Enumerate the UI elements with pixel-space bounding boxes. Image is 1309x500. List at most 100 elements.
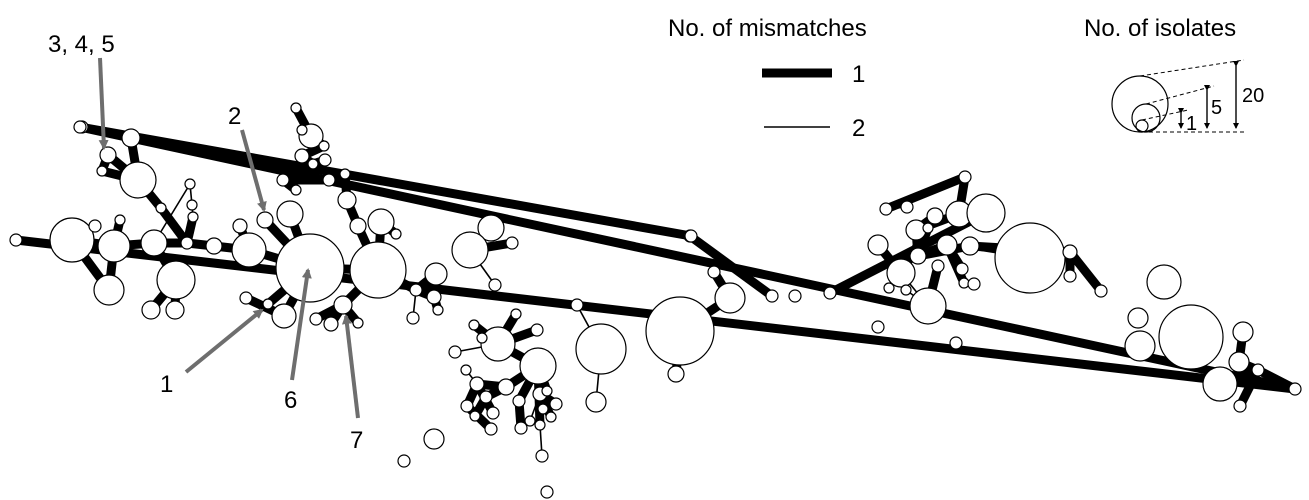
callout-label-1: 1 [160,371,173,398]
genotype-node [955,262,969,276]
genotype-node [97,229,131,263]
genotype-node [114,214,126,226]
genotype-node [541,385,553,397]
genotype-node [549,397,563,411]
genotype-node [545,411,557,423]
callout-arrow-2 [240,129,267,212]
genotype-node [1063,269,1077,283]
genotype-node [519,347,557,385]
genotype-node [232,218,248,234]
genotype-node [290,102,302,114]
genotype-node [479,390,493,404]
genotype-node [488,278,502,292]
genotype-node [333,295,353,315]
genotype-node [187,211,199,223]
genotype-node [909,287,947,325]
genotype-node [534,419,546,431]
edge-thick [1066,249,1105,294]
genotype-node [349,241,407,299]
genotype-node [886,258,916,288]
callout-arrow-7 [341,314,360,419]
edge-thick [884,172,967,214]
genotype-node [96,165,108,177]
genotype-node [960,236,980,256]
isolates-legend-dash-low [1141,109,1189,121]
genotype-node [714,282,746,314]
genotype-node [909,247,927,265]
genotype-node [119,161,157,199]
genotype-node [667,365,685,383]
genotype-node [337,190,357,210]
genotype-node [871,320,885,334]
genotype-node [1288,382,1302,396]
genotype-node [73,120,87,134]
genotype-node [409,283,423,297]
genotype-node [540,485,554,499]
genotype-node [231,232,267,268]
isolates-legend-label-5: 5 [1211,97,1222,119]
genotype-node [1158,304,1224,370]
genotype-node [469,410,481,422]
genotype-node [339,168,351,180]
genotype-node [1233,399,1247,413]
genotype-node [788,289,802,303]
genotype-node [1251,363,1265,377]
genotype-node [390,228,402,240]
genotype-node [165,300,185,320]
genotype-node [349,217,367,235]
genotype-node [879,202,893,216]
genotype-node [765,289,779,303]
genotype-node [276,173,290,187]
isolates-legend-title: No. of isolates [1084,15,1236,42]
genotype-node [823,286,837,300]
genotype-node [684,229,698,243]
genotype-node [88,219,102,233]
genotype-node [480,326,516,362]
genotype-node [967,277,981,291]
genotype-node [505,236,519,250]
genotype-node [707,265,721,279]
mismatch-legend-label-2: 2 [852,115,865,142]
genotype-node [460,399,474,413]
genotype-node [1124,330,1156,362]
genotype-node [406,311,420,325]
isolates-legend: No. of isolates 20 5 1 [1084,15,1264,135]
genotype-node [1232,321,1254,343]
genotype-node [585,391,607,413]
genotype-node [497,378,515,396]
genotype-node [1127,307,1149,329]
genotype-node [323,316,339,332]
isolates-legend-dash-mid [1145,85,1215,105]
genotype-node [1228,351,1250,373]
genotype-node [575,323,627,375]
genotype-node [262,298,274,310]
genotype-node [156,260,196,300]
genotype-node [958,170,972,184]
genotype-node [510,308,522,320]
genotype-node [484,422,498,436]
genotype-node [926,207,944,225]
callout-arrow-6 [290,268,312,381]
genotype-node [477,214,505,242]
genotype-node [1146,264,1182,300]
genotype-node [645,296,715,366]
genotype-node [931,259,945,273]
genotype-node [99,146,117,164]
genotype-node [140,229,168,257]
genotype-node [352,317,364,329]
genotype-node [322,173,336,187]
genotype-node [256,211,274,229]
genotype-node [424,262,448,286]
genotype-node [460,364,472,376]
genotype-node [294,148,310,164]
callout-label-2: 2 [228,103,241,130]
genotype-node [432,304,444,316]
isolates-legend-dash-top [1139,59,1245,77]
genotype-node [994,222,1066,294]
genotype-node [296,124,308,136]
genotype-node [468,319,480,331]
genotype-node [1062,244,1078,260]
isolates-legend-circle-20 [1111,75,1169,133]
genotype-node [205,237,223,255]
